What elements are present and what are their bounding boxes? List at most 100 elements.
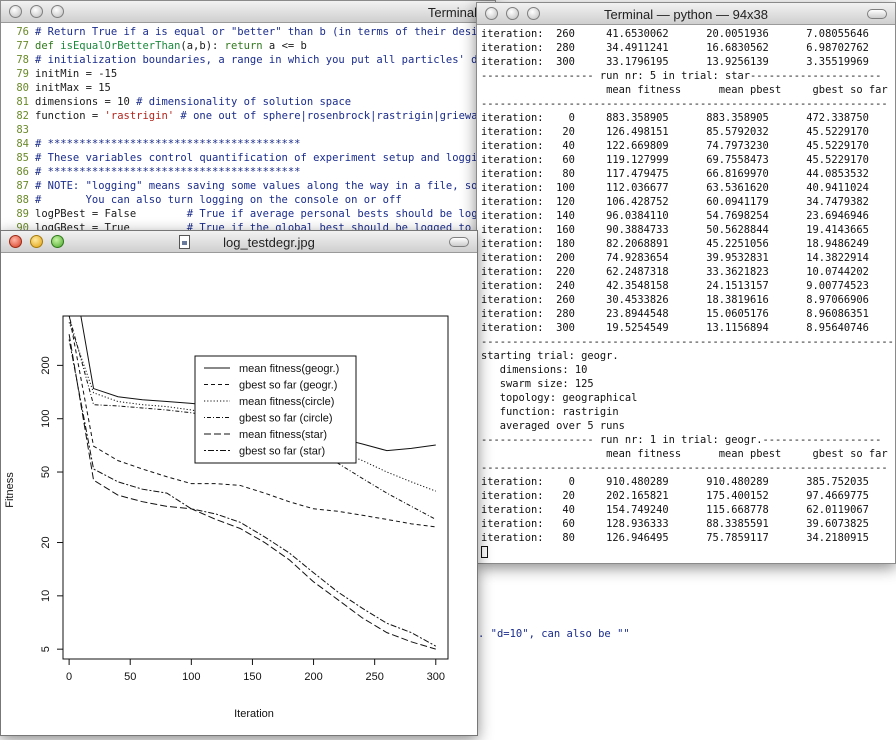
terminal-line: mean fitness mean pbest gbest so far (481, 448, 888, 460)
code-line[interactable]: 82 function = 'rastrigin' # one out of sp… (1, 109, 477, 123)
y-tick-label: 5 (40, 646, 52, 652)
minimize-icon[interactable] (506, 7, 519, 20)
terminal-line: iteration: 20 202.165821 175.400152 97.4… (481, 490, 869, 502)
code-line[interactable]: 81 dimensions = 10 # dimensionality of so… (1, 95, 351, 109)
plot-frame (62, 315, 449, 660)
code-line[interactable]: 76 # Return True if a is equal or "better… (1, 25, 477, 39)
terminal-line: averaged over 5 runs (481, 420, 625, 432)
zoom-icon[interactable] (51, 235, 64, 248)
line-number: 85 (16, 152, 29, 164)
close-icon[interactable] (9, 235, 22, 248)
fitness-chart: 0 50 100 150 200 250 300 5 10 20 50 100 200 mean fi… (4, 315, 449, 720)
x-tick-label: 300 (427, 671, 445, 683)
code-line[interactable]: 78 # initialization boundaries, a range i… (1, 53, 478, 67)
terminal-line: iteration: 40 122.669809 74.7973230 45.5… (481, 140, 869, 152)
line-number: 76 (16, 26, 29, 38)
terminal-line: iteration: 260 30.4533826 18.3819616 8.9… (481, 294, 869, 306)
line-number: 89 (16, 208, 29, 220)
terminal-line: iteration: 60 119.127999 69.7558473 45.5… (481, 154, 869, 166)
minimize-icon[interactable] (30, 235, 43, 248)
editor-window[interactable]: Terminal 76 # Return True if a is equal o… (0, 0, 496, 236)
code-line[interactable]: 87 # NOTE: "logging" means saving some va… (1, 179, 478, 193)
y-axis-label: Fitness (4, 472, 16, 508)
editor-titlebar[interactable]: Terminal (1, 1, 495, 23)
terminal-line: topology: geographical (481, 392, 638, 404)
line-number: 81 (16, 96, 29, 108)
terminal-line: iteration: 280 34.4911241 16.6830562 6.9… (481, 42, 869, 54)
terminal-line: dimensions: 10 (481, 364, 588, 376)
series-line-5 (68, 334, 436, 650)
terminal-output[interactable]: iteration: 260 41.6530062 20.0051936 7.0… (477, 25, 895, 563)
code-line[interactable]: 80 initMax = 15 (1, 81, 111, 95)
code-line[interactable]: 83 (1, 123, 35, 137)
terminal-line: iteration: 0 910.480289 910.480289 385.7… (481, 476, 869, 488)
legend-label: gbest so far (circle) (239, 413, 333, 425)
editor-title: Terminal (427, 5, 477, 20)
terminal-window[interactable]: Terminal — python — 94x38 iteration: 260… (476, 2, 896, 564)
image-viewer-titlebar[interactable]: log_testdegr.jpg (1, 231, 477, 253)
terminal-line: iteration: 100 112.036677 63.5361620 40.… (481, 182, 869, 194)
y-tick-label: 100 (40, 410, 52, 428)
legend-label: mean fitness(geogr.) (239, 363, 339, 375)
terminal-line: mean fitness mean pbest gbest so far (481, 84, 888, 96)
code-line[interactable]: 77 def isEqualOrBetterThan(a,b): return a… (1, 39, 307, 53)
terminal-titlebar[interactable]: Terminal — python — 94x38 (477, 3, 895, 25)
code-token: # **************************************… (35, 166, 301, 178)
line-number: 84 (16, 138, 29, 150)
line-number: 80 (16, 82, 29, 94)
code-token: dimensions = 10 (35, 96, 137, 108)
minimize-icon[interactable] (30, 5, 43, 18)
terminal-line: iteration: 80 126.946495 75.7859117 34.2… (481, 532, 869, 544)
code-line[interactable]: 88 # You can also turn logging on the con… (1, 193, 402, 207)
code-line[interactable]: 84 # ************************************… (1, 137, 300, 151)
code-token: initMax = 15 (35, 82, 111, 94)
terminal-line: iteration: 300 19.5254549 13.1156894 8.9… (481, 322, 869, 334)
image-viewer-title: log_testdegr.jpg (223, 235, 315, 250)
code-token: logPBest = False (35, 208, 187, 220)
code-line[interactable]: 85 # These variables control quantificati… (1, 151, 477, 165)
terminal-line: iteration: 180 82.2068891 45.2251056 18.… (481, 238, 869, 250)
zoom-icon[interactable] (527, 7, 540, 20)
terminal-line: iteration: 160 90.3884733 50.5628844 19.… (481, 224, 869, 236)
terminal-line: iteration: 300 33.1796195 13.9256139 3.3… (481, 56, 869, 68)
editor-overflow-text: . "d=10", can also be "" (478, 628, 630, 640)
code-editor[interactable]: 76 # Return True if a is equal or "better… (1, 23, 495, 235)
terminal-line: iteration: 200 74.9283654 39.9532831 14.… (481, 252, 869, 264)
x-tick-label: 100 (182, 671, 200, 683)
code-token: isEqualOrBetterThan (60, 40, 181, 52)
code-token: # initialization boundaries, a range in … (35, 54, 478, 66)
y-tick-label: 10 (40, 590, 52, 602)
jpg-file-icon (179, 235, 190, 249)
code-token: # NOTE: "logging" means saving some valu… (35, 180, 478, 192)
legend-label: mean fitness(circle) (239, 396, 334, 408)
terminal-line: iteration: 120 106.428752 60.0941179 34.… (481, 196, 869, 208)
close-icon[interactable] (9, 5, 22, 18)
x-tick-label: 0 (66, 671, 72, 683)
x-tick-label: 250 (365, 671, 383, 683)
line-number: 79 (16, 68, 29, 80)
code-line[interactable]: 89 logPBest = False # True if average per… (1, 207, 478, 221)
line-number: 86 (16, 166, 29, 178)
terminal-line: iteration: 20 126.498151 85.5792032 45.5… (481, 126, 869, 138)
code-line[interactable]: 79 initMin = -15 (1, 67, 117, 81)
zoom-icon[interactable] (51, 5, 64, 18)
terminal-line: iteration: 280 23.8944548 15.0605176 8.9… (481, 308, 869, 320)
code-token: def (35, 40, 61, 52)
code-line[interactable]: 86 # ************************************… (1, 165, 301, 179)
toolbar-toggle-icon[interactable] (449, 237, 469, 247)
image-viewer-window[interactable]: log_testdegr.jpg 0 50 100 150 200 250 300 5 10 2… (0, 230, 478, 736)
y-tick-label: 50 (40, 466, 52, 478)
terminal-line: ------------------ run nr: 5 in trial: s… (481, 70, 882, 82)
toolbar-toggle-icon[interactable] (867, 9, 887, 19)
terminal-line: iteration: 80 117.479475 66.8169970 44.0… (481, 168, 869, 180)
code-token: return (224, 40, 263, 52)
x-tick-label: 50 (124, 671, 136, 683)
terminal-line: iteration: 60 128.936333 88.3385591 39.6… (481, 518, 869, 530)
code-token: function = (35, 110, 105, 122)
code-token: (a,b): (180, 40, 225, 52)
close-icon[interactable] (485, 7, 498, 20)
terminal-line: iteration: 40 154.749240 115.668778 62.0… (481, 504, 869, 516)
code-token: # True if average personal bests should … (186, 208, 478, 220)
code-token: # You can also turn logging on the conso… (35, 194, 402, 206)
x-axis-label: Iteration (234, 708, 274, 720)
